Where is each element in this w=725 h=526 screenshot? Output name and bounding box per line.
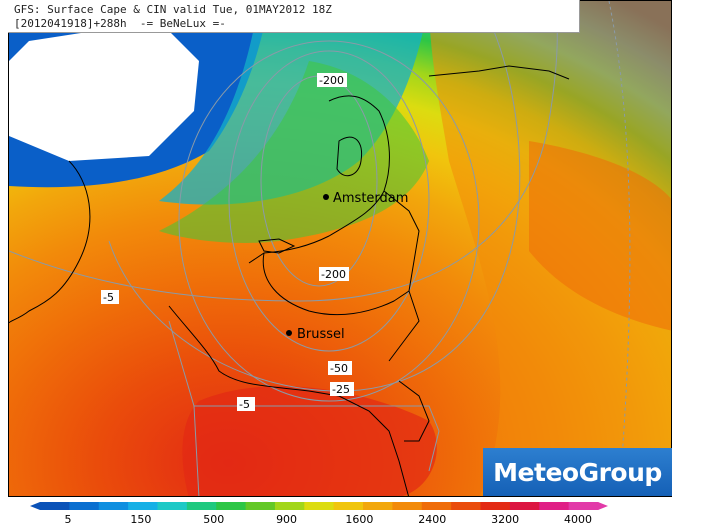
- borders: [9, 65, 570, 496]
- zeeland: [258, 238, 296, 254]
- cin-contour-5-west: [168, 320, 200, 496]
- colorbar-swatch: [157, 502, 188, 510]
- cin-contour-far-east: [608, 1, 631, 496]
- belgium-border: [262, 252, 420, 362]
- germany-border: [383, 190, 420, 292]
- colorbar-swatch: [69, 502, 100, 510]
- amsterdam-dot: [323, 194, 329, 200]
- map-subtitle: [2012041918]+288h -= BeNeLux =-: [14, 17, 226, 30]
- map-title-box: GFS: Surface Cape & CIN valid Tue, 01MAY…: [8, 0, 580, 33]
- cin-contours: [9, 1, 631, 496]
- colorbar-swatch: [304, 502, 335, 510]
- colorbar-swatch: [480, 502, 511, 510]
- colorbar-tick-label: 5: [65, 513, 72, 526]
- colorbar-swatch: [539, 502, 570, 510]
- france-border: [168, 305, 409, 496]
- city-brussel: Brussel: [286, 327, 345, 342]
- colorbar-swatch: [128, 502, 158, 510]
- colorbar-swatch: [186, 502, 217, 510]
- colorbar-swatch: [333, 502, 364, 510]
- cin-contour-50: [178, 40, 480, 402]
- cin-contour-5: [9, 1, 558, 302]
- colorbar-swatches: [30, 502, 608, 510]
- colorbar-swatch: [451, 502, 482, 510]
- colorbar-tick-label: 500: [203, 513, 224, 526]
- colorbar-swatch: [363, 502, 393, 510]
- cin-contour-5-south: [194, 405, 440, 472]
- colorbar-swatch: [245, 502, 276, 510]
- colorbar-legend: 5 150 500 900 1600 2400 3200 4000: [30, 502, 608, 526]
- contour-labels: -200 -200 -5 -50 -25 -5: [101, 73, 354, 411]
- colorbar-swatch: [40, 502, 70, 510]
- cin-contour-100: [228, 50, 430, 352]
- city-amsterdam: Amsterdam: [323, 191, 408, 206]
- colorbar-tick-label: 900: [276, 513, 297, 526]
- frisian-islands: [428, 65, 570, 80]
- colorbar-ticks: 5 150 500 900 1600 2400 3200 4000: [65, 513, 593, 526]
- colorbar-swatch: [392, 502, 423, 510]
- amsterdam-label: Amsterdam: [333, 191, 408, 206]
- uk-coast: [9, 160, 91, 324]
- cape-east-inner: [529, 141, 671, 331]
- contour-label: -200: [319, 74, 344, 87]
- colorbar-swatch: [568, 502, 599, 510]
- cape-green-band: [159, 61, 429, 243]
- colorbar-tick-label: 3200: [491, 513, 519, 526]
- colorbar-right-arrow: [598, 502, 608, 510]
- colorbar-swatch: [98, 502, 129, 510]
- colorbar-left-arrow: [30, 502, 40, 510]
- inland-lake: [336, 136, 363, 177]
- contour-label: -50: [330, 362, 348, 375]
- map-panel: Amsterdam Brussel -200 -200 -5 -50 -25 -…: [8, 0, 672, 497]
- undefined-area: [9, 21, 199, 161]
- cape-south-core: [182, 386, 437, 496]
- contour-label: -5: [239, 398, 250, 411]
- meteogroup-logo: MeteoGroup: [483, 448, 672, 496]
- colorbar-swatch: [216, 502, 247, 510]
- colorbar-tick-label: 2400: [418, 513, 446, 526]
- colorbar-tick-label: 150: [130, 513, 151, 526]
- brussel-label: Brussel: [297, 327, 345, 342]
- colorbar-tick-label: 1600: [345, 513, 373, 526]
- colorbar-tick-label: 4000: [564, 513, 592, 526]
- colorbar-swatch: [421, 502, 452, 510]
- contour-label: -5: [103, 291, 114, 304]
- colorbar-swatch: [274, 502, 305, 510]
- contour-label: -200: [321, 268, 346, 281]
- luxembourg-border: [398, 380, 430, 442]
- cin-contour-25: [108, 1, 521, 392]
- contour-label: -25: [332, 383, 350, 396]
- map-title: GFS: Surface Cape & CIN valid Tue, 01MAY…: [14, 3, 332, 16]
- colorbar-swatch: [509, 502, 540, 510]
- brussel-dot: [286, 330, 292, 336]
